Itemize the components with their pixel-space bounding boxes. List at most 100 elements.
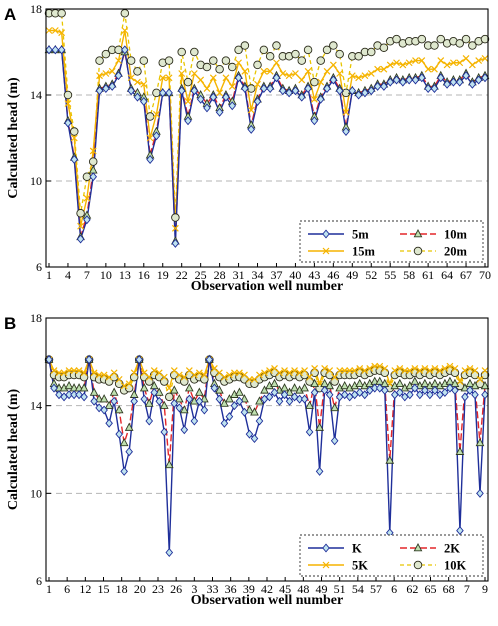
legend-marker-10m [413,229,423,238]
data-point-15m [140,80,148,88]
data-point-K [190,416,199,426]
data-point-2K [395,378,405,387]
data-point-5m [342,127,350,137]
data-point-5K [180,373,188,381]
data-point-15m [203,85,211,92]
data-point-20m [367,47,376,57]
data-point-20m [171,213,180,222]
x-tick-label: 58 [403,268,415,282]
data-point-K [280,390,289,400]
data-point-10K [144,377,154,386]
data-point-15m [361,72,369,80]
y-axis-label: Calculated head (m) [6,389,21,511]
data-point-5m [70,155,79,164]
data-point-5m [76,234,85,244]
data-point-5m [304,84,312,94]
y-tick-label: 10 [30,486,42,500]
data-point-20m [303,45,313,55]
data-point-10K [330,377,339,386]
data-point-5m [171,238,180,248]
data-point-20m [417,34,427,44]
data-point-5m [209,92,218,102]
x-tick-label: 49 [316,582,328,596]
data-point-5m [57,45,66,55]
data-point-15m [449,59,457,67]
data-point-5m [228,101,237,111]
data-point-5K [321,364,329,372]
x-tick-label: 6 [391,582,397,596]
data-point-15m [304,67,312,75]
data-point-5K [190,371,198,379]
data-point-5m [354,90,363,100]
data-point-K [225,412,234,422]
data-point-15m [329,61,337,69]
data-point-15m [462,55,470,62]
data-point-5K [110,369,118,377]
x-tick-label: 68 [443,582,455,596]
data-point-2K [280,383,289,392]
data-point-2K [129,389,139,398]
legend-label-10K: 10K [444,559,467,573]
data-point-5m [285,88,293,98]
data-point-20m [227,62,237,72]
x-tick-label: 54 [352,582,364,596]
data-point-K [115,429,123,439]
data-point-5m [272,73,281,83]
data-point-K [175,403,184,413]
data-point-5K [236,369,243,377]
data-point-20m [95,56,104,65]
data-point-15m [127,74,135,82]
data-point-K [120,466,128,476]
data-point-15m [342,108,350,116]
data-point-20m [335,49,344,59]
x-axis-label: Observation well number [191,279,343,294]
x-tick-label: 28 [214,268,226,282]
data-point-5m [373,81,382,91]
data-point-20m [221,56,231,65]
data-point-5m [399,77,407,87]
data-point-15m [418,57,426,65]
x-tick-label: 7 [464,582,470,596]
data-point-15m [45,27,53,34]
data-point-15m [115,57,122,65]
data-point-15m [83,194,91,202]
data-point-5m [190,86,199,96]
panel-letter: B [4,314,16,333]
data-point-2K [340,380,350,390]
legend-box [299,534,484,577]
data-point-K [45,355,53,365]
data-point-15m [134,78,141,86]
data-point-5K [476,375,484,383]
data-point-15m [165,74,173,82]
data-point-2K [194,387,204,396]
x-tick-label: 70 [479,268,491,282]
data-point-15m [178,70,186,77]
x-tick-label: 1 [46,268,52,282]
data-point-K [230,401,239,411]
data-point-5K [436,367,444,375]
data-point-K [380,385,389,395]
data-point-20m [215,64,224,74]
legend-label-10m: 10m [444,228,468,242]
data-point-2K [325,380,334,390]
data-point-K [200,405,209,415]
data-point-15m [58,29,66,37]
data-point-K [416,390,424,400]
data-point-2K [385,455,395,464]
data-point-2K [99,394,109,403]
data-point-10K [79,372,89,382]
data-point-2K [355,378,365,387]
data-point-K [150,388,159,398]
data-point-20m [310,77,319,87]
data-point-5K [351,367,359,375]
plot-frame [45,8,489,268]
x-tick-label: 20 [134,582,146,596]
data-point-2K [315,422,324,431]
data-point-5K [256,371,263,379]
data-point-5m [196,94,205,104]
data-point-5K [130,369,138,377]
data-point-2K [144,398,154,407]
data-point-5m [380,81,388,91]
x-tick-label: 9 [482,582,488,596]
data-point-20m [297,56,307,65]
